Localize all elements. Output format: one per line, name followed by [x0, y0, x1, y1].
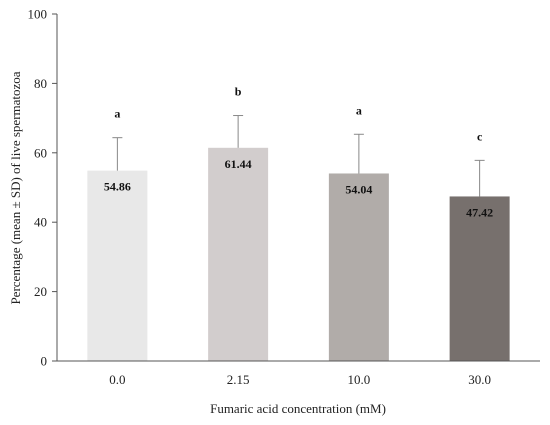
- data-label: 47.42: [466, 205, 493, 219]
- significance-letters-group: a b a c: [114, 85, 483, 144]
- data-label: 61.44: [225, 157, 252, 171]
- x-tick-label: 2.15: [227, 372, 250, 387]
- y-axis-title: Percentage (mean ± SD) of live spermatoz…: [8, 71, 23, 304]
- data-label: 54.86: [104, 180, 131, 194]
- data-label: 54.04: [345, 182, 372, 196]
- y-tick-label: 60: [34, 145, 47, 160]
- bars-group: [87, 147, 510, 361]
- significance-letter: c: [477, 129, 483, 143]
- y-tick-label: 100: [28, 7, 48, 22]
- value-labels-group: 54.86 61.44 54.04 47.42: [104, 157, 493, 220]
- significance-letter: b: [235, 85, 242, 99]
- significance-letter: a: [114, 107, 120, 121]
- bar: [328, 173, 389, 361]
- y-tick-label: 0: [41, 354, 48, 369]
- y-tick-label: 80: [34, 76, 47, 91]
- bar: [208, 147, 269, 361]
- x-tick-label: 0.0: [109, 372, 125, 387]
- y-tick-label: 40: [34, 215, 47, 230]
- x-axis-title: Fumaric acid concentration (mM): [210, 401, 386, 416]
- y-tick-label: 20: [34, 284, 47, 299]
- error-bars-group: [112, 115, 485, 197]
- significance-letter: a: [356, 103, 362, 117]
- y-axis-ticks: 0 20 40 60 80 100: [28, 7, 57, 369]
- x-tick-label: 30.0: [468, 372, 491, 387]
- x-tick-label: 10.0: [348, 372, 371, 387]
- x-axis-ticks: 0.0 2.15 10.0 30.0: [109, 372, 491, 387]
- bar: [87, 170, 148, 361]
- bar: [449, 196, 510, 361]
